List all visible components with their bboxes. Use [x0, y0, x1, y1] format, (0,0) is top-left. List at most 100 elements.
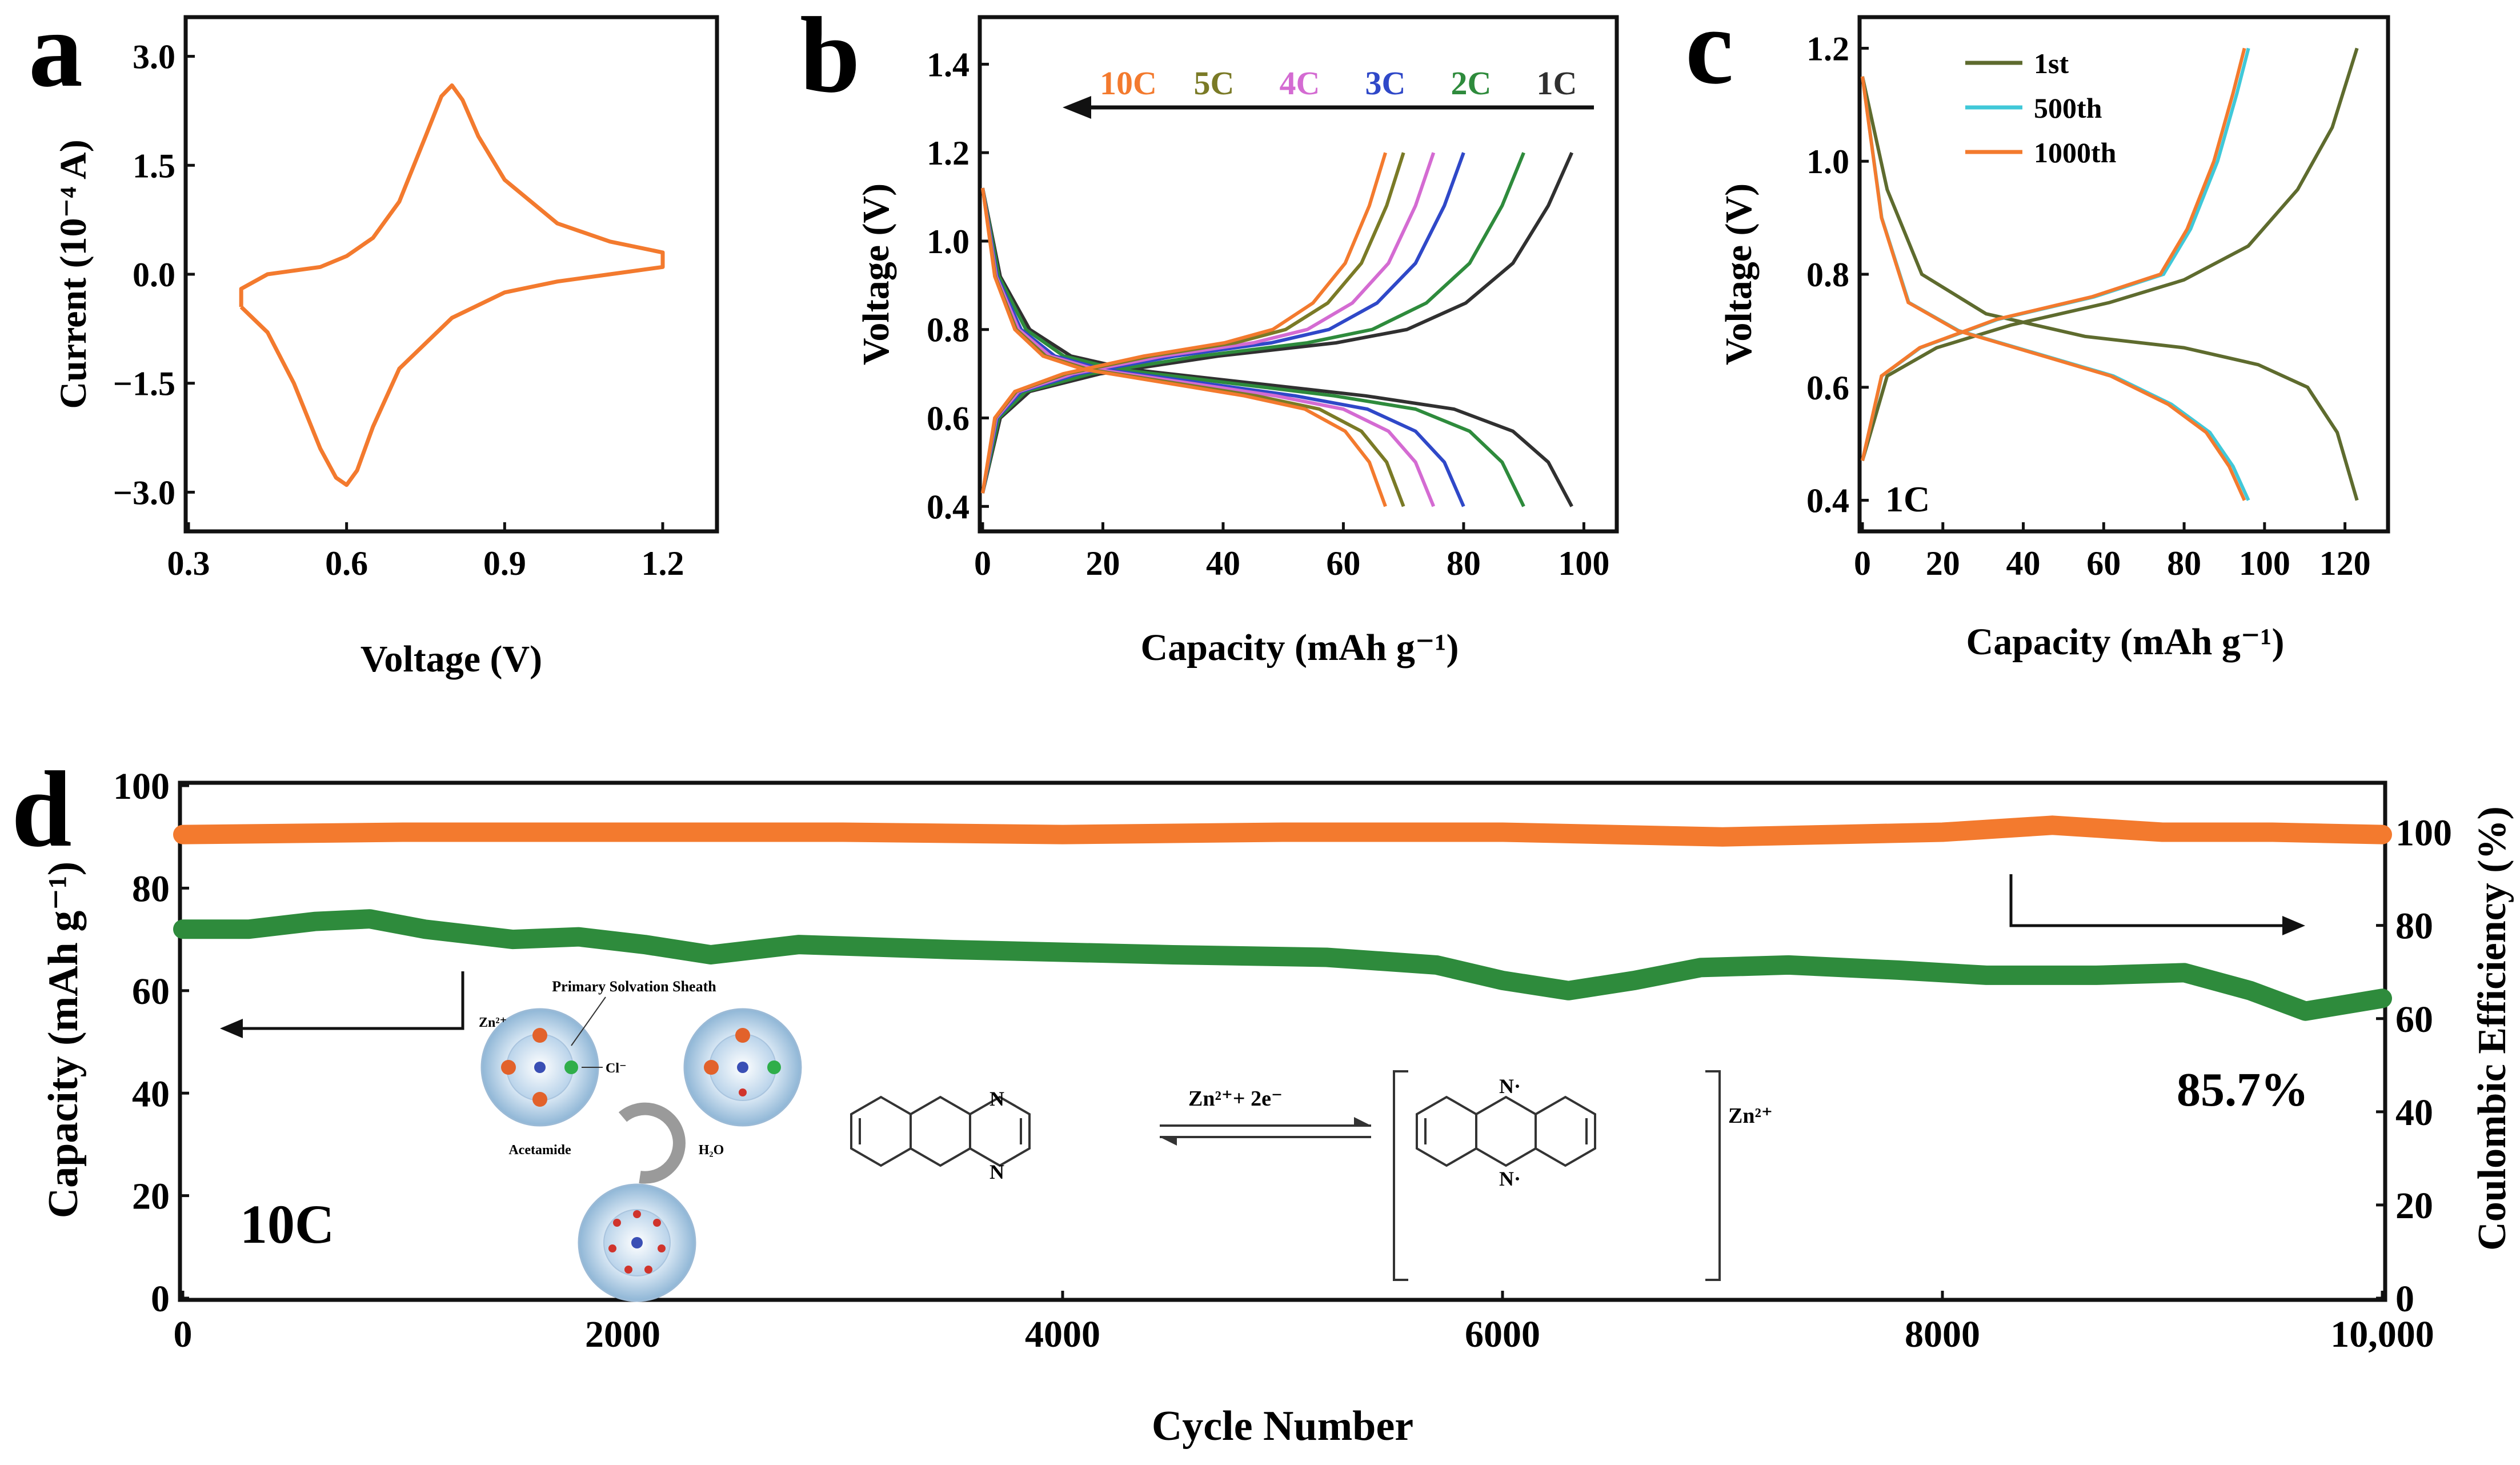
x-tick-label: 80 — [2167, 545, 2201, 582]
legend-2C: 2C — [1451, 65, 1492, 102]
x-tick-label: 20 — [1085, 545, 1120, 582]
sheath-2 — [683, 1008, 802, 1127]
y-tick-label: 0.8 — [927, 311, 969, 349]
panel-d-right-axis-arrow-head — [2282, 916, 2305, 935]
y-tick-label: 0 — [2395, 1278, 2414, 1320]
y-tick-label: 80 — [132, 868, 170, 910]
legend-1st: 1st — [2034, 47, 2069, 79]
y-tick-label: 100 — [2395, 812, 2452, 854]
sheath-3 — [578, 1183, 696, 1302]
y-tick-label: 0.0 — [133, 256, 175, 294]
x-tick-label: 4000 — [1025, 1314, 1100, 1355]
legend-1C: 1C — [1537, 65, 1577, 102]
y-tick-label: 1.0 — [927, 223, 969, 261]
zn-label: Zn²⁺ — [479, 1015, 507, 1030]
y-tick-label: 20 — [132, 1176, 170, 1218]
series-capacity — [173, 909, 2392, 1021]
panel-c: 0 20 40 60 80 100 120 0.4 0.6 0.8 1.0 1.2 1st 500th… — [1718, 15, 2390, 663]
discharge-curve-1C — [981, 187, 1573, 507]
bracket-right — [1705, 1070, 1721, 1281]
panel-c-curves — [1861, 47, 2359, 501]
bracket-left — [1393, 1070, 1408, 1281]
phenazine-n-bottom: N — [989, 1160, 1004, 1183]
panel-a: 0.3 0.6 0.9 1.2 3.0 1.5 0.0 −1.5 −3.0 Voltage (… — [53, 15, 719, 680]
x-tick-label: 0 — [174, 1314, 193, 1355]
panel-label-a: a — [29, 0, 83, 110]
x-tick-label: 20 — [1926, 545, 1960, 582]
cl-label: Cl⁻ — [606, 1061, 627, 1076]
acetamide-label: Acetamide — [508, 1143, 571, 1158]
panel-c-frame — [1857, 15, 2390, 534]
legend-4C: 4C — [1280, 65, 1320, 102]
panel-c-annotation: 1C — [1885, 479, 1930, 519]
panel-c-xticks: 0 20 40 60 80 100 120 — [1854, 522, 2371, 582]
x-tick-label: 10,000 — [2330, 1314, 2434, 1355]
panel-b-ylabel: Voltage (V) — [855, 183, 897, 365]
x-tick-label: 60 — [2086, 545, 2121, 582]
panel-c-xlabel: Capacity (mAh g⁻¹) — [1966, 621, 2285, 663]
reduced-n-top: N· — [1499, 1075, 1521, 1098]
panel-a-xticks: 0.3 0.6 0.9 1.2 — [167, 522, 684, 582]
x-tick-label: 60 — [1326, 545, 1360, 582]
x-tick-label: 120 — [2319, 545, 2371, 582]
panel-d-retention-annotation: 85.7% — [2177, 1063, 2309, 1116]
reaction-label: Zn²⁺+ 2e⁻ — [1188, 1087, 1283, 1111]
y-tick-label: 1.4 — [927, 46, 969, 83]
panel-d-left-axis-arrow — [240, 971, 464, 1030]
panel-c-ylabel: Voltage (V) — [1718, 183, 1760, 365]
panel-a-xlabel: Voltage (V) — [360, 638, 542, 680]
charge-curve-4C — [981, 152, 1436, 494]
discharge-curve-3C — [981, 187, 1465, 507]
discharge-curve-1st — [1861, 76, 2359, 501]
y-tick-label: 1.2 — [1806, 30, 1849, 67]
sheath-1 — [480, 1008, 599, 1127]
series-coulombic-efficiency — [173, 815, 2392, 847]
panel-c-legend: 1st 500th 1000th — [1965, 47, 2117, 169]
panel-d-left-axis-arrow-head — [220, 1019, 243, 1038]
solvation-inset: Primary Solvation Sheath Zn²⁺ Cl⁻ Acetam… — [479, 978, 802, 1302]
y-tick-label: 0.4 — [1806, 482, 1849, 520]
y-tick-label: −3.0 — [113, 474, 175, 511]
x-tick-label: 0 — [1854, 545, 1871, 582]
panel-label-b: b — [800, 0, 860, 115]
panel-d: 0 2000 4000 6000 8000 10,000 0 20 40 60 80 100 0 20… — [40, 766, 2514, 1450]
product-zn-label: Zn²⁺ — [1728, 1104, 1773, 1128]
panel-b-curves — [981, 151, 1574, 507]
y-tick-label: −1.5 — [113, 365, 175, 403]
charge-curve-1st — [1861, 47, 2359, 462]
x-tick-label: 0 — [974, 545, 991, 582]
x-tick-label: 40 — [2006, 545, 2041, 582]
panel-b-frame — [977, 15, 1619, 534]
x-tick-label: 0.3 — [167, 545, 210, 582]
legend-3C: 3C — [1365, 65, 1406, 102]
panel-d-yticks: 0 20 40 60 80 100 — [113, 766, 189, 1320]
discharge-curve-10C — [981, 187, 1387, 507]
y-tick-label: 1.5 — [133, 147, 175, 185]
y-tick-label: 100 — [113, 766, 170, 807]
y-tick-label: 0.8 — [1806, 256, 1849, 294]
y-tick-label: 0.6 — [1806, 369, 1849, 407]
x-tick-label: 0.9 — [483, 545, 526, 582]
water-label: H₂O — [699, 1143, 724, 1158]
discharge-curve-1000th — [1861, 76, 2246, 501]
panel-b-xticks: 0 20 40 60 80 100 — [974, 522, 1609, 582]
panel-b-xlabel: Capacity (mAh g⁻¹) — [1141, 627, 1459, 669]
x-tick-label: 2000 — [585, 1314, 660, 1355]
panel-b-yticks: 0.4 0.6 0.8 1.0 1.2 1.4 — [927, 46, 989, 526]
y-tick-label: 40 — [132, 1073, 170, 1115]
x-tick-label: 1.2 — [642, 545, 684, 582]
charge-curve-1C — [981, 151, 1574, 494]
y-tick-label: 0 — [151, 1278, 170, 1320]
panel-d-series — [173, 815, 2392, 1021]
panel-b: 0 20 40 60 80 100 0.4 0.6 0.8 1.0 1.2 1.4 10C 5C 4C 3… — [855, 15, 1619, 669]
panel-b-legend: 10C 5C 4C 3C 2C 1C — [1100, 65, 1577, 102]
discharge-curve-2C — [981, 187, 1525, 507]
reduced-n-bottom: N· — [1499, 1167, 1521, 1190]
panel-d-ylabel: Capacity (mAh g⁻¹) — [40, 862, 87, 1218]
panel-d-right-axis-arrow — [2009, 874, 2285, 927]
reaction-forward-head — [1354, 1117, 1371, 1126]
panel-a-ylabel: Current (10⁻⁴ A) — [53, 139, 94, 409]
panel-d-xlabel: Cycle Number — [1152, 1403, 1413, 1450]
x-tick-label: 80 — [1447, 545, 1481, 582]
